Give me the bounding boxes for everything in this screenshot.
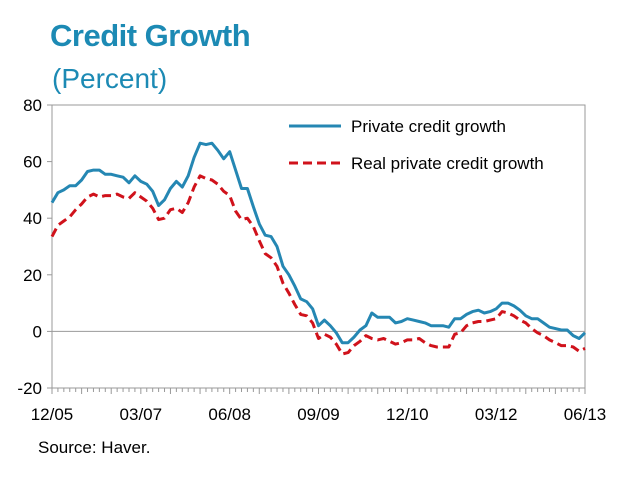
y-tick-label: 80 — [23, 96, 42, 115]
series-real-credit-line — [50, 174, 586, 356]
y-tick-label: -20 — [17, 379, 42, 398]
legend-label: Private credit growth — [351, 117, 506, 136]
legend-label: Real private credit growth — [351, 154, 544, 173]
y-tick-label: 0 — [33, 322, 42, 341]
x-tick-label: 03/07 — [120, 405, 163, 424]
x-tick-label: 12/05 — [31, 405, 74, 424]
x-tick-label: 06/08 — [208, 405, 251, 424]
y-tick-label: 20 — [23, 266, 42, 285]
chart-title: Credit Growth — [50, 18, 251, 53]
x-tick-label: 03/12 — [475, 405, 518, 424]
axes: -20 0 20 40 60 80 12/05 03/07 06/08 09/09 12/10 03/… — [17, 96, 606, 424]
source-note: Source: Haver. — [38, 438, 151, 457]
x-tick-label: 12/10 — [386, 405, 429, 424]
y-tick-label: 40 — [23, 209, 42, 228]
x-tick-label: 09/09 — [297, 405, 340, 424]
series-layer — [50, 141, 587, 356]
legend: Private credit growth Real private credit… — [289, 117, 544, 173]
chart-subtitle: (Percent) — [52, 63, 168, 94]
x-tick-label: 06/13 — [564, 405, 607, 424]
plot-frame — [51, 104, 586, 389]
y-tick-label: 60 — [23, 153, 42, 172]
series-private-credit-line — [50, 141, 587, 345]
